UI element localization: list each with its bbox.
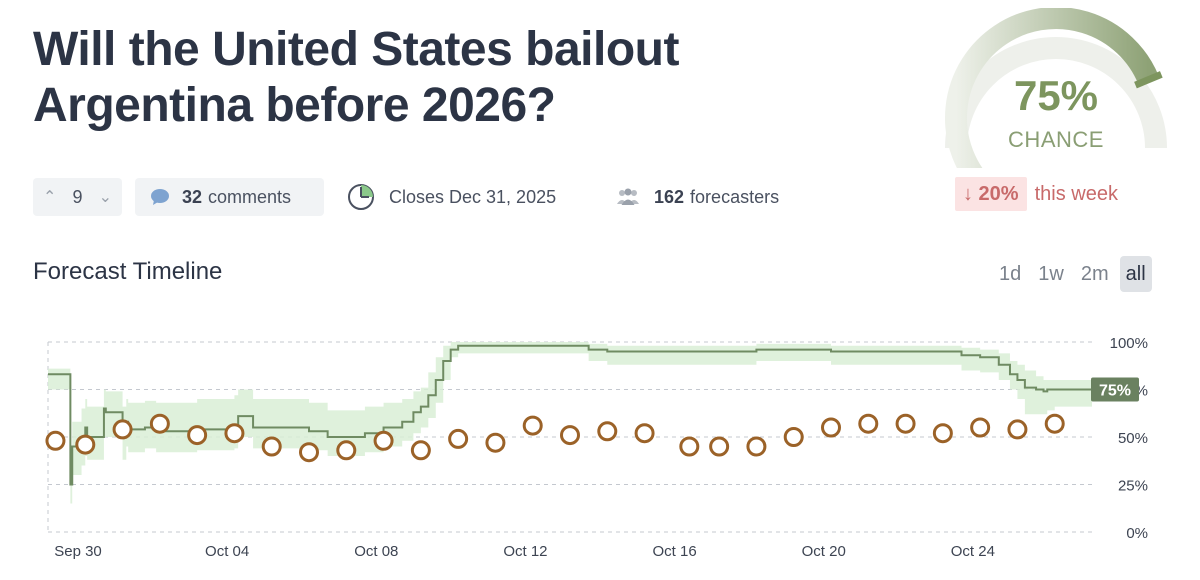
forecast-point	[45, 430, 66, 451]
forecast-point	[149, 413, 170, 434]
y-tick-label: 100%	[1110, 335, 1148, 352]
range-1d[interactable]: 1d	[999, 263, 1022, 285]
forecast-point	[858, 413, 879, 434]
weekly-change-badge: ↓ 20%	[955, 177, 1027, 211]
gauge-value: 75%	[1013, 72, 1099, 119]
forecast-point	[821, 417, 841, 438]
gauge-marker	[1134, 71, 1163, 89]
forecast-point	[373, 430, 394, 451]
users-icon	[617, 188, 639, 205]
gauge-label: CHANCE	[1008, 127, 1104, 152]
forecast-point	[634, 423, 655, 444]
forecast-point	[187, 425, 208, 446]
forecast-point	[709, 436, 730, 457]
forecast-point	[970, 417, 991, 438]
community-prediction-line	[48, 344, 1092, 486]
forecast-point	[597, 421, 618, 442]
close-date-text: Closes Dec 31, 2025	[389, 186, 557, 207]
y-tick-label: 25%	[1118, 478, 1148, 495]
current-value-badge	[1091, 377, 1139, 402]
question-title: Will the United States bailout Argentina…	[33, 23, 679, 132]
forecasters-label: forecasters	[690, 186, 780, 207]
comment-icon	[151, 189, 169, 205]
range-1w[interactable]: 1w	[1038, 263, 1064, 285]
upvote-icon[interactable]: ⌃	[43, 189, 57, 206]
chance-gauge	[945, 8, 1167, 168]
comments-label: comments	[208, 186, 292, 207]
close-date: Closes Dec 31, 2025	[347, 178, 556, 216]
forecast-point	[299, 442, 319, 463]
forecast-point	[895, 413, 916, 434]
forecast-point	[932, 423, 953, 444]
forecast-point	[1007, 419, 1028, 440]
comments-count: 32	[182, 186, 203, 207]
forecast-point	[75, 434, 96, 455]
y-tick-label: 50%	[1118, 430, 1148, 447]
forecast-point	[112, 419, 133, 440]
weekly-change-text: this week	[1034, 182, 1118, 205]
forecasters-info: 162 forecasters	[616, 178, 779, 216]
forecast-point	[522, 415, 543, 436]
forecast-point	[485, 432, 506, 453]
forecast-chart[interactable]: 100% 75% 50% 25% 0% Sep 30 Oct 04 Oct 08 Oct 12 O…	[0, 320, 1200, 580]
x-tick-label: Oct 20	[802, 543, 846, 560]
y-tick-label: 0%	[1126, 525, 1148, 542]
x-tick-label: Sep 30	[54, 543, 102, 560]
gauge-fill	[945, 8, 1159, 168]
question-meta: ⌃ 9 ⌄ 32 comments Closes Dec 31, 2025 16…	[33, 178, 833, 216]
range-2m[interactable]: 2m	[1080, 263, 1109, 285]
weekly-change: ↓ 20% this week	[955, 177, 1118, 211]
downvote-icon[interactable]: ⌄	[98, 189, 112, 206]
x-tick-label: Oct 08	[354, 543, 398, 560]
vote-control: ⌃ 9 ⌄	[33, 178, 122, 216]
clock-icon	[348, 184, 374, 210]
vote-count: 9	[72, 186, 83, 207]
comments-button[interactable]: 32 comments	[135, 178, 324, 216]
range-selector: 1d 1w 2m all	[988, 255, 1152, 293]
x-tick-label: Oct 24	[951, 543, 995, 560]
forecast-point	[410, 440, 431, 461]
forecasters-count: 162	[654, 186, 685, 207]
forecast-point	[336, 440, 357, 461]
forecast-point	[560, 425, 580, 446]
forecast-point	[448, 428, 469, 449]
current-value-label: 75%	[1099, 383, 1131, 400]
range-all[interactable]: all	[1119, 256, 1152, 292]
forecast-point	[783, 427, 804, 447]
forecast-point	[261, 436, 282, 457]
forecast-point	[224, 423, 245, 444]
x-tick-label: Oct 16	[652, 543, 696, 560]
confidence-band	[48, 342, 1092, 504]
timeline-title: Forecast Timeline	[33, 258, 223, 285]
forecast-point	[1044, 413, 1065, 434]
forecast-point	[746, 436, 767, 457]
x-tick-label: Oct 12	[503, 543, 547, 560]
forecast-point	[679, 436, 700, 457]
x-tick-label: Oct 04	[205, 543, 249, 560]
